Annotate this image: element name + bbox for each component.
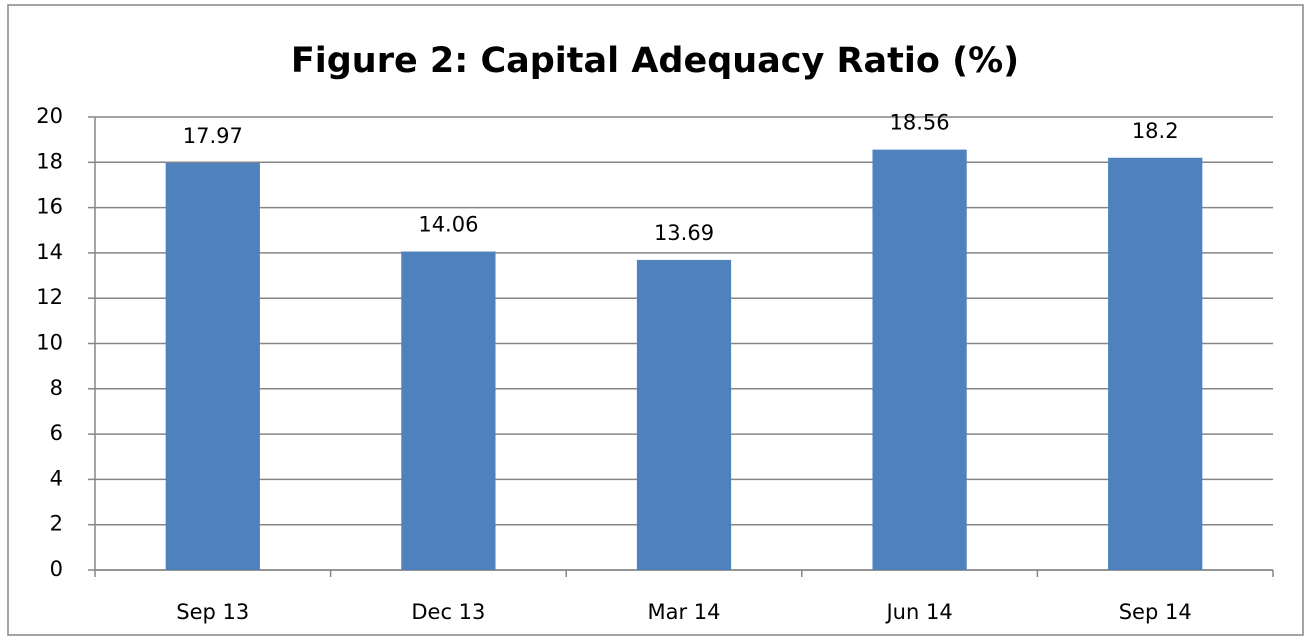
bar <box>401 251 496 570</box>
x-tick-label: Jun 14 <box>884 600 952 624</box>
bar <box>636 259 732 570</box>
x-tick-label: Sep 13 <box>176 600 249 624</box>
data-label: 13.69 <box>654 221 714 245</box>
bar <box>165 162 260 571</box>
data-label: 18.56 <box>890 111 950 135</box>
x-tick-label: Sep 14 <box>1119 600 1192 624</box>
data-label: 14.06 <box>418 213 478 237</box>
bar <box>872 149 967 570</box>
y-tick-label: 0 <box>50 557 63 581</box>
y-tick-label: 8 <box>50 376 63 400</box>
y-tick-label: 6 <box>50 421 63 445</box>
y-tick-label: 2 <box>50 512 63 536</box>
y-tick-label: 12 <box>36 285 63 309</box>
chart-title: Figure 2: Capital Adequacy Ratio (%) <box>291 41 1019 81</box>
x-tick-label: Mar 14 <box>647 600 720 624</box>
y-tick-label: 20 <box>36 104 63 128</box>
y-tick-label: 18 <box>36 149 63 173</box>
data-label: 18.2 <box>1132 119 1179 143</box>
data-label: 17.97 <box>183 124 243 148</box>
y-tick-label: 14 <box>36 240 63 264</box>
x-tick-label: Dec 13 <box>411 600 485 624</box>
bar <box>1108 157 1203 570</box>
y-tick-label: 16 <box>36 195 63 219</box>
y-tick-label: 4 <box>50 466 63 490</box>
y-tick-label: 10 <box>36 331 63 355</box>
